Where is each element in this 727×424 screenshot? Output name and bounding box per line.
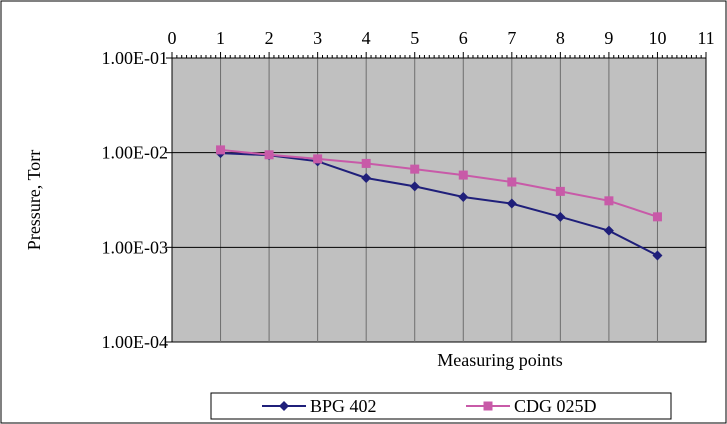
x-tick-label: 8 <box>556 28 565 48</box>
legend-label: BPG 402 <box>310 396 377 416</box>
data-point <box>506 198 517 209</box>
data-point <box>410 164 420 174</box>
x-tick-label: 1 <box>216 28 225 48</box>
data-point <box>264 150 274 160</box>
data-point <box>652 212 662 222</box>
data-point <box>361 158 371 168</box>
data-point <box>603 225 614 236</box>
legend-marker <box>279 401 289 411</box>
x-tick-label: 0 <box>168 28 177 48</box>
x-tick-label: 3 <box>313 28 322 48</box>
data-point <box>313 154 323 164</box>
data-point <box>216 145 226 155</box>
x-tick-label: 9 <box>604 28 613 48</box>
data-point <box>361 173 372 184</box>
data-point <box>555 186 565 196</box>
x-tick-label: 4 <box>362 28 371 48</box>
data-point <box>409 181 420 192</box>
legend-item: CDG 025D <box>466 396 597 416</box>
series-1 <box>216 145 662 222</box>
y-tick-label: 1.00E-02 <box>102 143 169 163</box>
x-tick-label: 10 <box>648 28 666 48</box>
legend-item: BPG 402 <box>262 396 377 416</box>
plot-area <box>171 57 707 343</box>
x-tick-label: 11 <box>697 28 714 48</box>
y-tick-label: 1.00E-03 <box>102 237 169 257</box>
axes <box>166 52 707 343</box>
x-tick-label: 7 <box>507 28 516 48</box>
data-point <box>507 177 517 187</box>
data-point <box>652 250 663 261</box>
x-tick-label: 5 <box>410 28 419 48</box>
data-point <box>458 170 468 180</box>
legend-label: CDG 025D <box>514 396 597 416</box>
series-line <box>220 148 658 218</box>
series-layer <box>215 145 663 261</box>
y-axis-title: Pressure, Torr <box>24 150 44 250</box>
series-line <box>220 152 658 257</box>
x-tick-label: 6 <box>459 28 468 48</box>
x-tick-label: 2 <box>265 28 274 48</box>
tick-labels: 0 1 2 3 4 5 6 7 8 9 10 11 1.00E-01 1.00E-02 1.00E-03 1.… <box>102 28 715 352</box>
data-point <box>555 211 566 222</box>
data-point <box>458 192 469 203</box>
legend: BPG 402 CDG 025D <box>210 392 672 420</box>
y-tick-label: 1.00E-01 <box>102 48 169 68</box>
y-tick-label: 1.00E-04 <box>102 332 169 352</box>
x-axis-title: Measuring points <box>437 350 563 370</box>
legend-marker <box>483 401 493 411</box>
data-point <box>604 196 614 206</box>
